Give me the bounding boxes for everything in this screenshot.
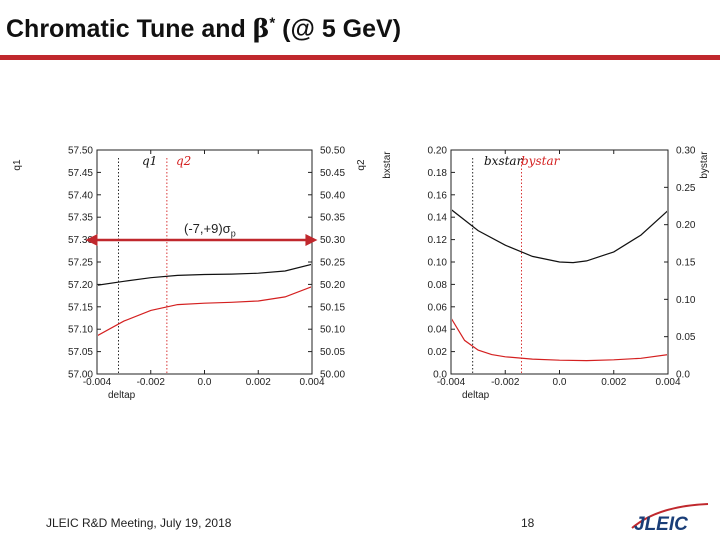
chart2-x-tick-label: -0.004 xyxy=(437,377,466,388)
chart1-x-tick-label: 0.002 xyxy=(246,377,271,388)
chart2-y-left-tick-label: 0.20 xyxy=(428,146,448,157)
chart1-y-left-tick-label: 57.05 xyxy=(68,347,93,358)
chart2-legend-bxstar: bxstar xyxy=(484,154,524,168)
chart2-y-left-tick-label: 0.06 xyxy=(428,302,448,313)
chart1-y-left-tick-label: 57.40 xyxy=(68,190,93,201)
chart2-x-axis-label: deltap xyxy=(462,390,490,401)
chart1-y-right-tick-label: 50.30 xyxy=(320,235,345,246)
chart2-y-right-axis-label: bystar xyxy=(699,151,710,179)
chart1-y-left-tick-label: 57.10 xyxy=(68,325,93,336)
chart1-x-tick-label: 0.0 xyxy=(198,377,212,388)
range-arrow-head-left xyxy=(85,234,98,246)
chart1-y-right-tick-label: 50.20 xyxy=(320,280,345,291)
chart1-y-left-tick-label: 57.25 xyxy=(68,258,93,269)
chart2-y-right-tick-label: 0.15 xyxy=(676,258,696,269)
chart2-series-bxstar xyxy=(452,209,667,264)
jleic-logo-text: JLEIC xyxy=(634,514,688,535)
chart2-y-left-tick-label: 0.02 xyxy=(428,347,448,358)
chart1-y-right-tick-label: 50.10 xyxy=(320,325,345,336)
chart1-y-right-tick-label: 50.40 xyxy=(320,190,345,201)
chart2-y-right-tick-label: 0.0 xyxy=(676,370,690,381)
chart2-y-left-tick-label: 0.04 xyxy=(428,325,448,336)
chart1-y-right-tick-label: 50.50 xyxy=(320,146,345,157)
chart1-frame xyxy=(96,149,313,375)
chart2-y-left-tick-label: 0.08 xyxy=(428,280,448,291)
chart2-y-left-tick-label: 0.16 xyxy=(428,190,448,201)
chart1-legend-q2: q2 xyxy=(176,154,191,168)
chart2-y-right-tick-label: 0.30 xyxy=(676,146,696,157)
chart2-x-tick-label: -0.002 xyxy=(491,377,520,388)
chart1-y-left-tick-label: 57.15 xyxy=(68,302,93,313)
chart2-legend-bystar: bystar xyxy=(521,154,561,168)
chart1-y-left-tick-label: 57.00 xyxy=(68,370,93,381)
chart1-y-left-tick-label: 57.30 xyxy=(68,235,93,246)
chart1-y-right-axis-label: q2 xyxy=(356,159,367,171)
chart2-y-right-tick-label: 0.20 xyxy=(676,220,696,231)
chart1-y-left-tick-label: 57.35 xyxy=(68,213,93,224)
chart1-legend-q1: q1 xyxy=(142,154,157,168)
chart2-y-left-tick-label: 0.14 xyxy=(428,213,448,224)
chart2-y-left-tick-label: 0.10 xyxy=(428,258,448,269)
chart2-x-tick-label: 0.004 xyxy=(655,377,680,388)
chart2-y-right-tick-label: 0.25 xyxy=(676,183,696,194)
title-rule xyxy=(0,55,720,60)
momentum-range-label: (-7,+9)σp xyxy=(184,221,236,239)
chart1-x-tick-label: 0.004 xyxy=(299,377,324,388)
jleic-logo: JLEIC xyxy=(631,503,709,535)
chart1-y-left-axis-label: q1 xyxy=(12,159,23,171)
chart1-series-q1 xyxy=(98,263,311,286)
chart2-y-left-tick-label: 0.12 xyxy=(428,235,448,246)
chart1-x-tick-label: -0.004 xyxy=(83,377,112,388)
chart1-y-right-tick-label: 50.25 xyxy=(320,258,345,269)
chart2-y-right-tick-label: 0.10 xyxy=(676,295,696,306)
range-arrow-head-right xyxy=(305,234,318,246)
chart2-x-tick-label: 0.0 xyxy=(553,377,567,388)
chart2-y-left-tick-label: 0.18 xyxy=(428,168,448,179)
chart1-series-q2 xyxy=(98,286,311,337)
chart1-x-tick-label: -0.002 xyxy=(137,377,166,388)
chart1-y-right-tick-label: 50.35 xyxy=(320,213,345,224)
chart2-y-left-axis-label: bxstar xyxy=(382,151,393,179)
chart1-x-axis-label: deltap xyxy=(108,390,136,401)
chart1-y-left-tick-label: 57.45 xyxy=(68,168,93,179)
footer-meeting: JLEIC R&D Meeting, July 19, 2018 xyxy=(46,516,232,530)
chart2-x-tick-label: 0.002 xyxy=(601,377,626,388)
chart2-series-bystar xyxy=(452,318,667,362)
chart1-y-left-tick-label: 57.20 xyxy=(68,280,93,291)
chart1-y-left-tick-label: 57.50 xyxy=(68,146,93,157)
chart1-y-right-tick-label: 50.15 xyxy=(320,302,345,313)
page-title: Chromatic Tune and β* (@ 5 GeV) xyxy=(6,14,402,43)
chart1-y-right-tick-label: 50.05 xyxy=(320,347,345,358)
chart1-y-right-tick-label: 50.00 xyxy=(320,370,345,381)
chart1-y-right-tick-label: 50.45 xyxy=(320,168,345,179)
chart2-y-left-tick-label: 0.0 xyxy=(433,370,447,381)
chart2-y-right-tick-label: 0.05 xyxy=(676,332,696,343)
page-number: 18 xyxy=(521,516,535,530)
